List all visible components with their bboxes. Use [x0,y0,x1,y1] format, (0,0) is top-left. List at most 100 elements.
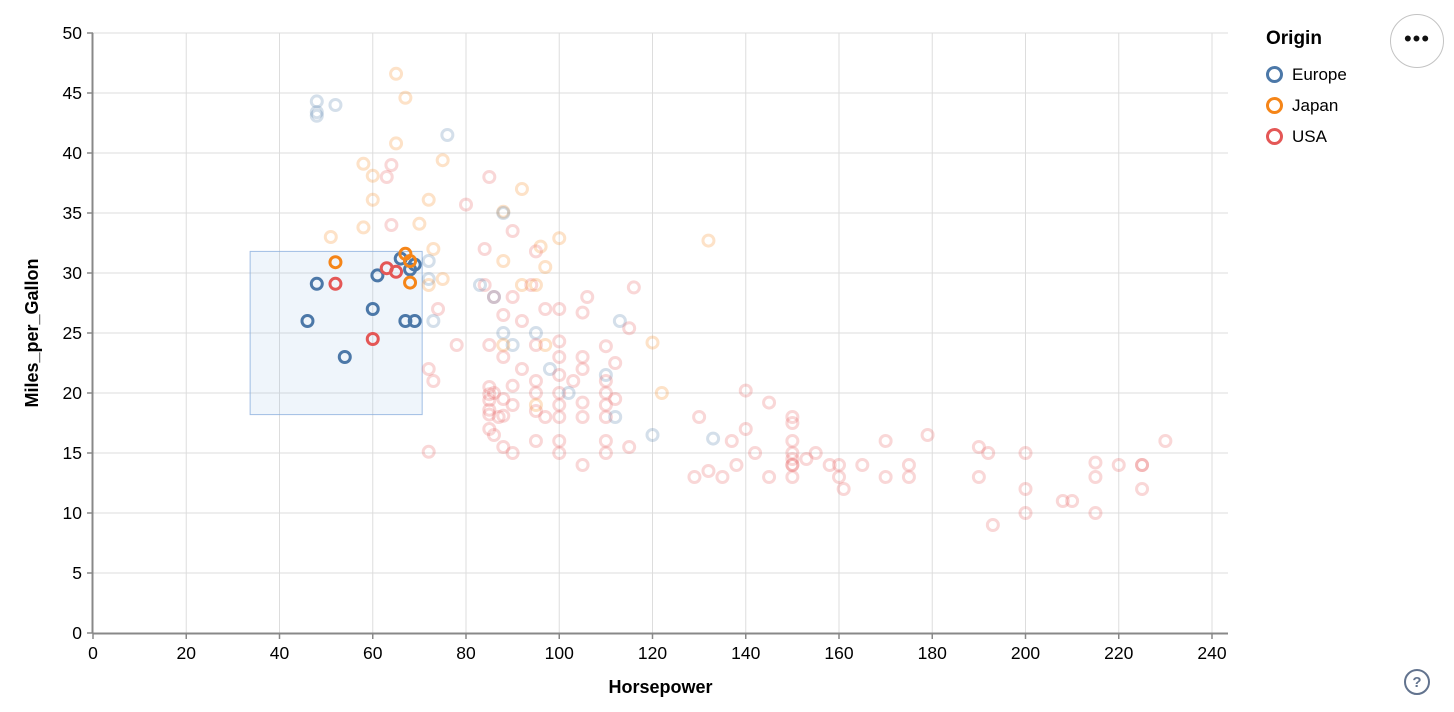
data-point-circle [561,386,576,400]
data-point-circle [389,264,404,279]
data-point-circle [486,428,501,442]
data-point-circle [981,446,996,460]
y-tick-label: 45 [63,83,82,103]
data-point-circle [552,302,567,316]
data-point-circle [496,254,511,268]
data-point-circle [985,518,1000,532]
data-point-circle [421,192,436,207]
data-point-circle [785,452,800,466]
data-point-circle [785,434,800,448]
data-point-circle [486,290,501,304]
data-point-circle [528,278,543,292]
data-point-circle [598,434,613,448]
data-point-circle [575,350,590,364]
data-point-circle [486,386,501,400]
data-point-circle [566,374,581,388]
data-point-circle [538,260,553,274]
data-point-circle [496,204,511,219]
data-point-circle [528,386,543,400]
data-point-circle [496,408,511,423]
y-tick-label: 5 [72,563,82,583]
data-point-circle [920,428,935,442]
data-point-circle [580,290,595,304]
data-point-circle [1111,458,1126,472]
data-point-circle [440,128,455,142]
y-tick-label: 20 [63,383,83,403]
legend-title: Origin [1266,28,1322,49]
data-point-circle [514,362,529,376]
data-point-circle [1018,446,1033,460]
data-point-circle [901,458,916,472]
legend-label-europe: Europe [1292,64,1347,84]
data-point-circle [878,470,893,484]
data-point-circle [403,254,418,268]
data-point-circle [533,239,548,254]
legend-item-usa: USA [1264,121,1347,152]
data-point-circle [808,446,823,460]
data-points [300,66,1173,532]
more-options-button[interactable]: ••• [1390,14,1444,68]
y-tick-label: 35 [63,203,82,223]
data-point-circle [528,338,543,352]
origin-legend: Origin Europe Japan USA [1264,28,1347,152]
data-point-circle [552,398,567,412]
x-tick-label: 120 [638,643,667,663]
x-tick-label: 60 [363,643,383,663]
data-point-circle [692,410,707,424]
data-point-circle [496,308,511,322]
legend-item-europe: Europe [1264,59,1347,90]
data-point-circle [421,272,436,286]
europe-point-icon [1266,66,1283,83]
data-point-circle [328,276,343,291]
japan-point-icon [1266,97,1283,114]
data-point-circle [608,392,623,406]
data-point-circle [598,368,613,382]
data-point-circle [482,393,497,408]
data-point-circle [687,470,702,484]
data-point-circle [538,338,553,352]
data-point-circle [971,470,986,484]
data-point-circle [398,314,413,328]
data-point-circle [328,255,343,270]
data-point-circle [356,220,371,235]
data-point-circle [622,440,637,454]
data-point-circle [832,470,846,484]
data-point-circle [608,410,623,424]
data-point-circle [337,350,352,364]
data-point-circle [528,244,543,259]
help-button[interactable]: ? [1404,669,1430,695]
data-point-circle [528,434,543,448]
data-point-circle [491,410,506,424]
data-point-circle [328,98,343,112]
y-tick-label: 50 [63,23,83,43]
data-point-circle [575,458,590,472]
data-point-circle [505,398,520,412]
data-point-circle [701,233,716,248]
y-axis-title: Miles_per_Gallon [22,258,42,407]
data-point-circle [514,278,529,292]
x-tick-label: 0 [88,643,98,663]
data-point-circle [552,231,567,246]
data-point-circle [528,398,543,412]
data-point-circle [482,170,497,184]
data-point-circle [435,153,450,168]
data-point-circle [575,395,590,410]
data-point-circle [431,302,446,316]
data-point-circle [384,218,399,232]
data-point-circle [365,192,380,207]
y-tick-label: 15 [63,443,82,463]
data-point-circle [323,230,338,244]
data-point-circle [379,170,394,184]
data-point-circle [729,458,744,472]
data-point-circle [1055,494,1070,508]
data-point-circle [538,410,553,424]
x-tick-label: 40 [270,643,290,663]
data-point-circle [505,446,520,460]
data-point-circle [398,90,413,105]
data-point-circle [309,94,324,109]
data-point-circle [482,387,497,402]
data-point-circle [421,444,436,459]
data-point-circle [1018,482,1033,496]
data-point-circle [514,314,529,328]
